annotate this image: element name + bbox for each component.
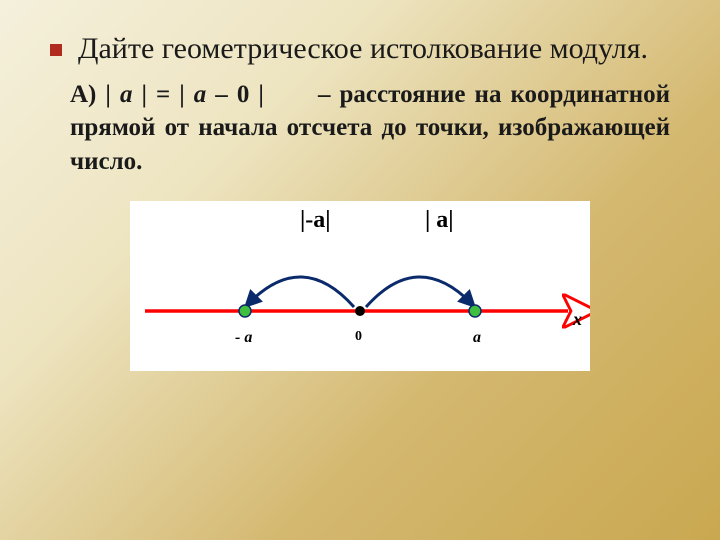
point-label-pos: а	[473, 329, 481, 347]
number-line-diagram: |-a| | a| x - а 0 а	[130, 201, 590, 371]
title-row: Дайте геометрическое истолкование модуля…	[50, 30, 670, 68]
point-label-neg: - а	[235, 329, 252, 347]
diagram-svg	[130, 201, 590, 371]
arc-label-neg: |-a|	[300, 207, 331, 234]
pa-1: А) |	[70, 81, 120, 108]
part-a-expression: А) | а | = | а – 0 |	[70, 81, 273, 108]
bullet-icon	[50, 44, 62, 56]
arc-label-pos: | a|	[425, 207, 454, 234]
pa-var2: а	[194, 81, 207, 108]
point-label-zero: 0	[355, 329, 362, 345]
pa-var1: а	[120, 81, 133, 108]
axis-label-x: x	[573, 309, 582, 330]
body-text: А) | а | = | а – 0 | – расстояние на коо…	[70, 78, 670, 179]
pa-2: | = |	[132, 81, 193, 108]
slide: Дайте геометрическое истолкование модуля…	[0, 0, 720, 540]
slide-title: Дайте геометрическое истолкование модуля…	[78, 30, 648, 68]
pa-3: – 0 |	[206, 81, 264, 108]
